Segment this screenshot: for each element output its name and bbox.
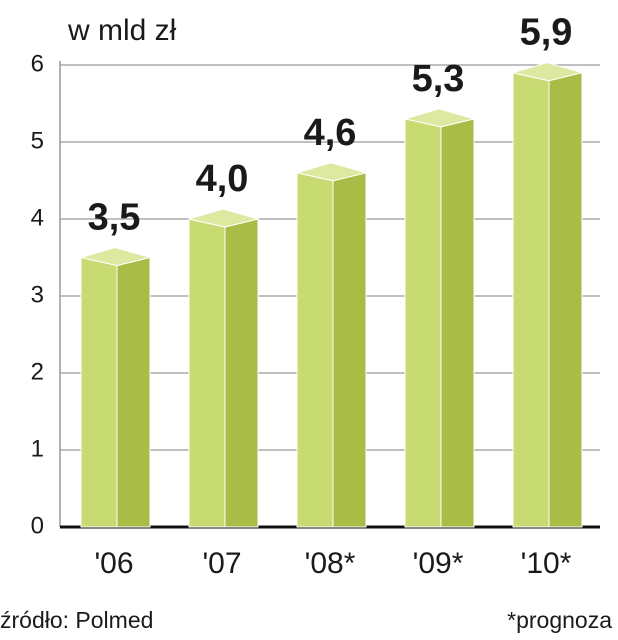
value-label: 5,9 (520, 12, 573, 54)
source: źródło: Polmed (0, 607, 153, 633)
y-tick-label: 6 (31, 50, 44, 77)
y-tick-label: 2 (31, 358, 44, 385)
x-tick-label: '10* (521, 547, 572, 580)
bar (296, 162, 368, 528)
y-tick-label: 5 (31, 127, 44, 154)
bar-side (332, 172, 367, 528)
y-tick-label: 3 (31, 281, 44, 308)
y-tick-label: 1 (31, 435, 44, 462)
bar (188, 208, 260, 528)
bar (404, 108, 476, 528)
value-label: 3,5 (88, 197, 141, 239)
bar-front (80, 256, 118, 528)
note: *prognoza (507, 607, 612, 633)
x-tick-label: '06 (94, 547, 133, 580)
value-label: 4,6 (304, 112, 357, 154)
bar-top (188, 208, 260, 228)
x-tick-label: '08* (305, 547, 356, 580)
value-label: 4,0 (196, 158, 249, 200)
value-label: 5,3 (412, 58, 465, 100)
bar-top (512, 62, 584, 82)
bar-top (296, 162, 368, 182)
bar-side (440, 118, 475, 528)
bar-side (224, 218, 259, 528)
bar-front (404, 118, 442, 528)
bar-front (296, 172, 334, 528)
y-tick-label: 0 (31, 512, 44, 539)
bar-front (512, 72, 550, 528)
bar (512, 62, 584, 528)
chart-title: w mld zł (67, 14, 177, 47)
bar-side (116, 256, 151, 528)
x-tick-label: '09* (413, 547, 464, 580)
bar-top (404, 108, 476, 128)
bar-front (188, 218, 226, 528)
x-tick-label: '07 (202, 547, 241, 580)
bar-top (80, 246, 152, 267)
bar-side (548, 72, 583, 528)
y-tick-label: 4 (31, 204, 44, 231)
bar (80, 246, 152, 528)
